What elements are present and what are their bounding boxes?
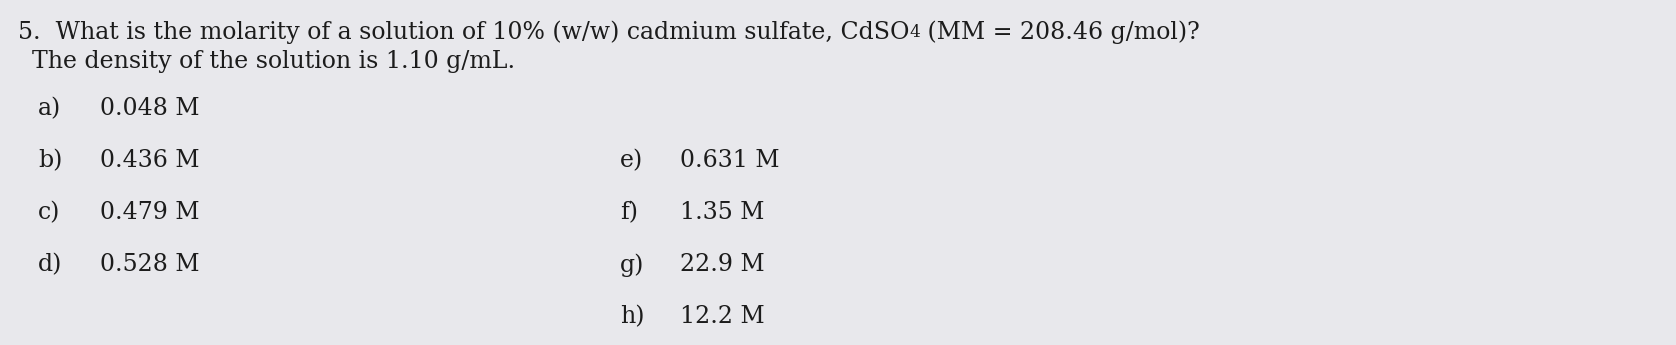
Text: d): d) [39,253,62,276]
Text: (MM = 208.46 g/mol)?: (MM = 208.46 g/mol)? [920,20,1200,43]
Text: The density of the solution is 1.10 g/mL.: The density of the solution is 1.10 g/mL… [32,50,515,73]
Text: h): h) [620,305,645,328]
Text: c): c) [39,201,60,224]
Text: 0.048 M: 0.048 M [101,97,199,120]
Text: 5.  What is the molarity of a solution of 10% (w/w) cadmium sulfate, CdSO: 5. What is the molarity of a solution of… [18,20,910,43]
Text: 12.2 M: 12.2 M [680,305,764,328]
Text: 0.479 M: 0.479 M [101,201,199,224]
Text: b): b) [39,149,62,172]
Text: 1.35 M: 1.35 M [680,201,764,224]
Text: a): a) [39,97,62,120]
Text: 4: 4 [910,24,920,41]
Text: 22.9 M: 22.9 M [680,253,764,276]
Text: 0.631 M: 0.631 M [680,149,779,172]
Text: f): f) [620,201,639,224]
Text: 0.528 M: 0.528 M [101,253,199,276]
Text: 0.436 M: 0.436 M [101,149,199,172]
Text: e): e) [620,149,644,172]
Text: g): g) [620,253,644,277]
